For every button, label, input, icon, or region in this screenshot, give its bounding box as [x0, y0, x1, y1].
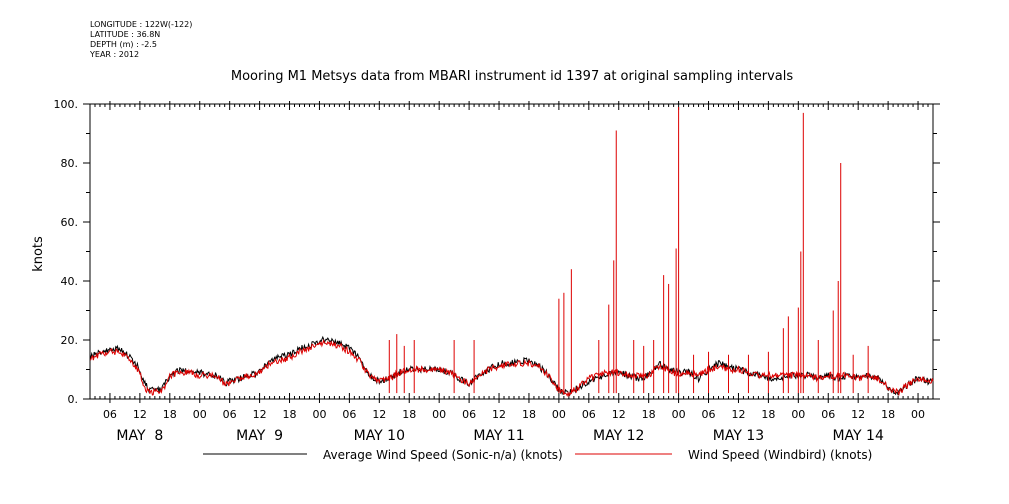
station-metadata: LONGITUDE : 122W(-122) LATITUDE : 36.8N … [90, 20, 192, 60]
depth-text: DEPTH (m) : -2.5 [90, 40, 157, 49]
x-tick-label: 18 [283, 408, 297, 421]
x-tick-label: 18 [761, 408, 775, 421]
y-tick-label: 60. [61, 216, 79, 229]
x-tick-label: 00 [552, 408, 566, 421]
latitude-text: LATITUDE : 36.8N [90, 30, 161, 39]
plot-frame [89, 103, 934, 400]
x-day-label: MAY 10 [354, 428, 405, 444]
x-tick-label: 12 [253, 408, 267, 421]
y-tick-label: 0. [68, 393, 79, 406]
x-day-label: MAY 8 [116, 428, 163, 444]
x-tick-label: 12 [612, 408, 626, 421]
y-tick-label: 40. [61, 275, 79, 288]
x-tick-label: 18 [163, 408, 177, 421]
x-tick-label: 06 [821, 408, 835, 421]
x-tick-label: 18 [881, 408, 895, 421]
x-tick-label: 00 [432, 408, 446, 421]
series-line-average [89, 335, 934, 397]
x-tick-label: 18 [642, 408, 656, 421]
x-day-label: MAY 12 [593, 428, 644, 444]
x-tick-label: 06 [582, 408, 596, 421]
axis-ticks: 0. 20. 40. 60. 80. 100. 06 12 18 00 06 12 18 00 06 12 18… [54, 98, 940, 444]
y-tick-label: 20. [61, 334, 79, 347]
x-tick-label: 00 [791, 408, 805, 421]
y-tick-label: 80. [61, 157, 79, 170]
x-tick-label: 00 [911, 408, 925, 421]
x-tick-label: 06 [462, 408, 476, 421]
x-tick-label: 06 [342, 408, 356, 421]
x-day-label: MAY 14 [832, 428, 883, 444]
series-line-windbird [90, 339, 934, 397]
series-layer [89, 106, 934, 397]
x-tick-label: 12 [851, 408, 865, 421]
x-tick-label: 12 [492, 408, 506, 421]
chart-title: Mooring M1 Metsys data from MBARI instru… [231, 69, 793, 84]
plot-axes [89, 103, 934, 400]
legend-label-average: Average Wind Speed (Sonic-n/a) (knots) [323, 448, 563, 462]
x-day-label: MAY 11 [473, 428, 524, 444]
year-text: YEAR : 2012 [90, 50, 140, 59]
x-tick-label: 00 [193, 408, 207, 421]
x-day-label: MAY 9 [236, 428, 283, 444]
x-tick-label: 18 [522, 408, 536, 421]
x-tick-label: 06 [223, 408, 237, 421]
legend: Average Wind Speed (Sonic-n/a) (knots) W… [203, 448, 872, 462]
x-tick-label: 00 [672, 408, 686, 421]
y-axis-label: knots [31, 236, 46, 272]
x-tick-label: 18 [402, 408, 416, 421]
x-tick-label: 06 [702, 408, 716, 421]
x-day-label: MAY 13 [713, 428, 764, 444]
longitude-text: LONGITUDE : 122W(-122) [90, 20, 193, 29]
x-tick-label: 12 [133, 408, 147, 421]
x-tick-label: 12 [372, 408, 386, 421]
x-tick-label: 00 [312, 408, 326, 421]
y-tick-label: 100. [54, 98, 79, 111]
legend-label-windbird: Wind Speed (Windbird) (knots) [688, 448, 872, 462]
x-tick-label: 06 [103, 408, 117, 421]
x-tick-label: 12 [731, 408, 745, 421]
